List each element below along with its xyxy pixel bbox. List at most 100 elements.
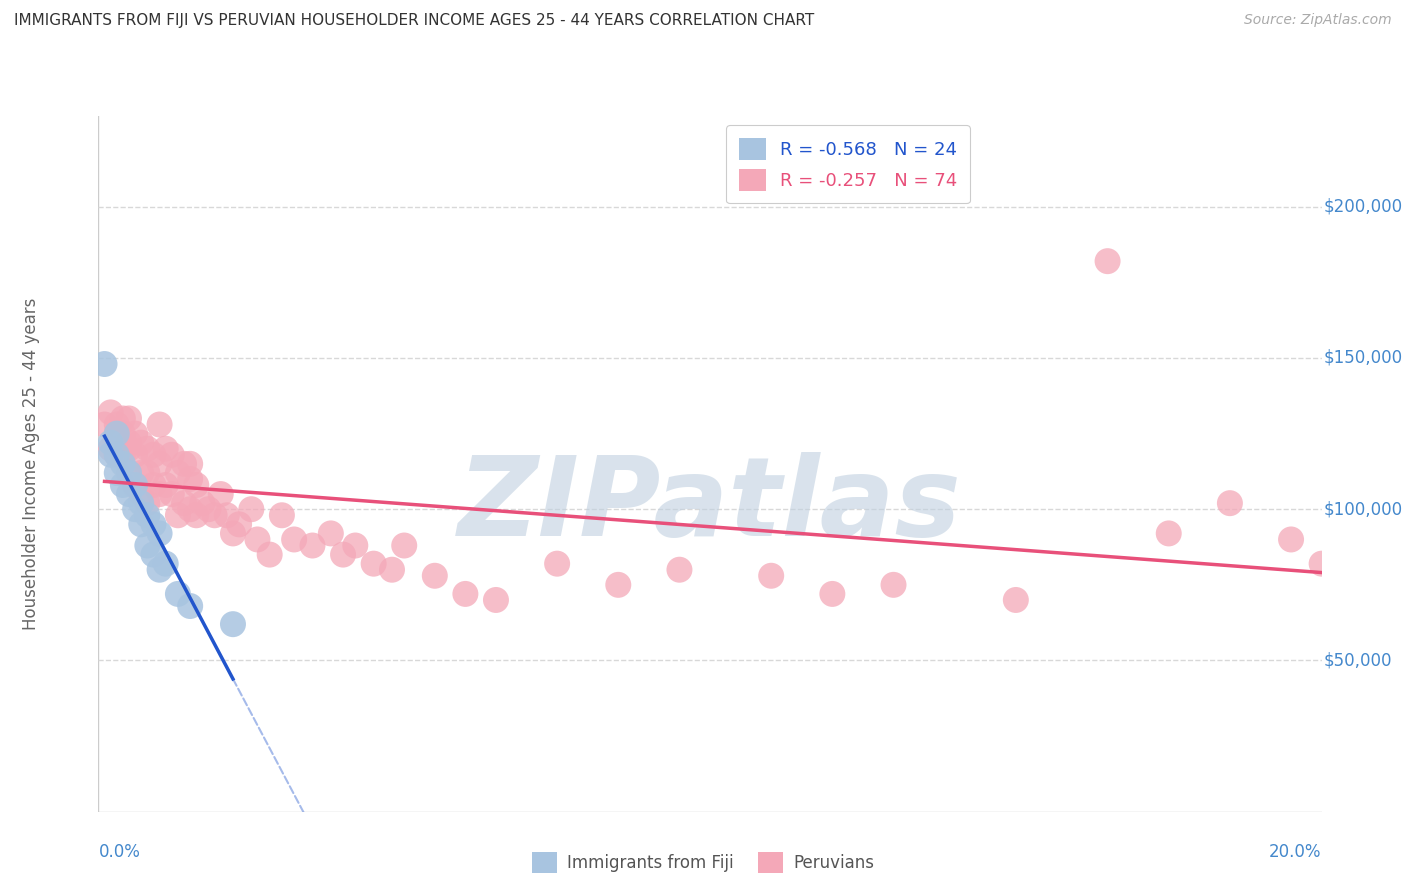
Text: 0.0%: 0.0% <box>98 843 141 861</box>
Point <box>142 478 165 492</box>
Point <box>607 578 630 592</box>
Point <box>111 411 134 425</box>
Point <box>93 417 115 432</box>
Point <box>423 568 446 582</box>
Point <box>668 563 690 577</box>
Point <box>118 466 141 480</box>
Point <box>105 466 128 480</box>
Point <box>246 533 269 547</box>
Point <box>100 435 122 450</box>
Point <box>179 472 201 486</box>
Point <box>118 442 141 456</box>
Point <box>136 496 159 510</box>
Point <box>100 442 122 456</box>
Text: $150,000: $150,000 <box>1324 349 1403 367</box>
Point <box>129 517 152 532</box>
Point <box>167 587 190 601</box>
Point <box>173 496 195 510</box>
Point <box>167 508 190 523</box>
Point <box>149 457 172 471</box>
Point <box>111 478 134 492</box>
Point <box>759 568 782 582</box>
Point <box>160 487 183 501</box>
Text: IMMIGRANTS FROM FIJI VS PERUVIAN HOUSEHOLDER INCOME AGES 25 - 44 YEARS CORRELATI: IMMIGRANTS FROM FIJI VS PERUVIAN HOUSEHO… <box>14 13 814 29</box>
Point <box>136 442 159 456</box>
Point <box>149 563 172 577</box>
Point <box>222 526 245 541</box>
Point <box>240 502 263 516</box>
Text: Householder Income Ages 25 - 44 years: Householder Income Ages 25 - 44 years <box>22 298 41 630</box>
Legend: R = -0.568   N = 24, R = -0.257   N = 74: R = -0.568 N = 24, R = -0.257 N = 74 <box>725 125 970 203</box>
Point <box>1219 496 1241 510</box>
Point <box>124 478 146 492</box>
Point <box>155 442 177 456</box>
Point <box>105 417 128 432</box>
Point <box>129 466 152 480</box>
Point <box>149 417 172 432</box>
Text: Source: ZipAtlas.com: Source: ZipAtlas.com <box>1244 13 1392 28</box>
Point <box>129 496 152 510</box>
Point <box>149 526 172 541</box>
Point <box>546 557 568 571</box>
Point <box>344 539 367 553</box>
Point <box>1004 593 1026 607</box>
Point <box>136 508 159 523</box>
Point <box>332 548 354 562</box>
Point <box>129 435 152 450</box>
Point <box>111 457 134 471</box>
Point <box>179 457 201 471</box>
Point <box>111 448 134 462</box>
Point <box>124 426 146 441</box>
Point <box>149 487 172 501</box>
Point <box>118 435 141 450</box>
Point <box>173 457 195 471</box>
Point <box>363 557 385 571</box>
Point <box>167 466 190 480</box>
Point <box>485 593 508 607</box>
Point <box>392 539 416 553</box>
Point <box>883 578 905 592</box>
Point <box>821 587 844 601</box>
Point <box>100 405 122 419</box>
Point <box>454 587 477 601</box>
Point <box>1310 557 1333 571</box>
Point <box>222 617 245 632</box>
Point <box>319 526 342 541</box>
Text: $100,000: $100,000 <box>1324 500 1403 518</box>
Point <box>186 508 208 523</box>
Point <box>215 508 238 523</box>
Point <box>105 426 128 441</box>
Point <box>142 517 165 532</box>
Point <box>270 508 292 523</box>
Point <box>381 563 404 577</box>
Point <box>1097 254 1119 268</box>
Text: ZIPatlas: ZIPatlas <box>458 452 962 559</box>
Point <box>301 539 323 553</box>
Point <box>118 487 141 501</box>
Text: 20.0%: 20.0% <box>1270 843 1322 861</box>
Point <box>259 548 281 562</box>
Point <box>136 466 159 480</box>
Point <box>124 448 146 462</box>
Legend: Immigrants from Fiji, Peruvians: Immigrants from Fiji, Peruvians <box>524 846 882 880</box>
Point <box>160 448 183 462</box>
Point <box>155 557 177 571</box>
Point <box>105 448 128 462</box>
Point <box>283 533 305 547</box>
Point <box>179 502 201 516</box>
Point <box>179 599 201 613</box>
Point <box>1279 533 1302 547</box>
Point <box>186 478 208 492</box>
Point <box>124 478 146 492</box>
Point <box>129 487 152 501</box>
Point <box>111 426 134 441</box>
Point <box>105 448 128 462</box>
Point <box>197 502 219 516</box>
Point <box>209 487 232 501</box>
Text: $200,000: $200,000 <box>1324 198 1403 216</box>
Text: $50,000: $50,000 <box>1324 651 1392 670</box>
Point <box>142 548 165 562</box>
Point <box>118 466 141 480</box>
Point <box>142 448 165 462</box>
Point <box>204 508 226 523</box>
